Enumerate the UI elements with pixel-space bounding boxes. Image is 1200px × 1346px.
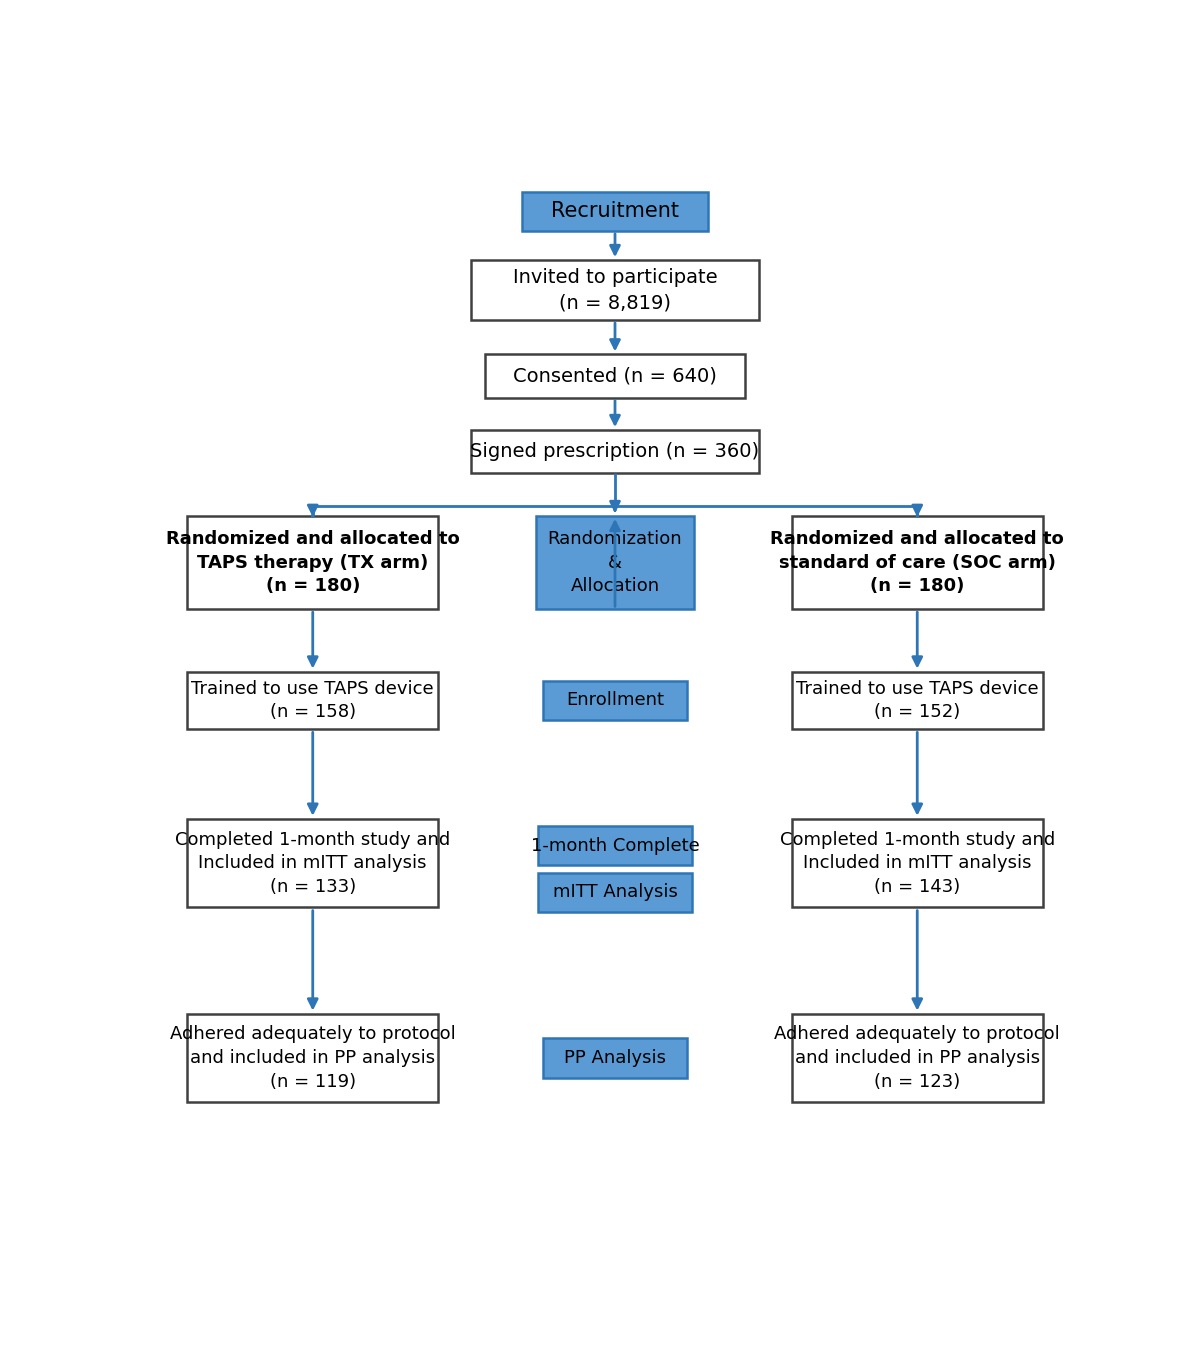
FancyBboxPatch shape xyxy=(792,516,1043,610)
Text: PP Analysis: PP Analysis xyxy=(564,1049,666,1067)
FancyBboxPatch shape xyxy=(187,672,438,730)
Text: Randomized and allocated to
TAPS therapy (TX arm)
(n = 180): Randomized and allocated to TAPS therapy… xyxy=(166,530,460,595)
Text: Adhered adequately to protocol
and included in PP analysis
(n = 119): Adhered adequately to protocol and inclu… xyxy=(170,1026,456,1090)
Text: Recruitment: Recruitment xyxy=(551,202,679,221)
Text: Invited to participate
(n = 8,819): Invited to participate (n = 8,819) xyxy=(512,268,718,312)
Text: mITT Analysis: mITT Analysis xyxy=(552,883,678,902)
FancyBboxPatch shape xyxy=(187,516,438,610)
Text: Trained to use TAPS device
(n = 152): Trained to use TAPS device (n = 152) xyxy=(796,680,1038,721)
FancyBboxPatch shape xyxy=(485,354,745,398)
FancyBboxPatch shape xyxy=(187,820,438,907)
FancyBboxPatch shape xyxy=(470,429,760,474)
FancyBboxPatch shape xyxy=(187,1014,438,1102)
Text: Completed 1-month study and
Included in mITT analysis
(n = 143): Completed 1-month study and Included in … xyxy=(780,830,1055,896)
Text: Completed 1-month study and
Included in mITT analysis
(n = 133): Completed 1-month study and Included in … xyxy=(175,830,450,896)
Text: Randomized and allocated to
standard of care (SOC arm)
(n = 180): Randomized and allocated to standard of … xyxy=(770,530,1064,595)
FancyBboxPatch shape xyxy=(792,672,1043,730)
FancyBboxPatch shape xyxy=(792,820,1043,907)
Text: Consented (n = 640): Consented (n = 640) xyxy=(514,366,716,385)
FancyBboxPatch shape xyxy=(539,826,691,865)
Text: Randomization
&
Allocation: Randomization & Allocation xyxy=(547,530,683,595)
Text: Adhered adequately to protocol
and included in PP analysis
(n = 123): Adhered adequately to protocol and inclu… xyxy=(774,1026,1060,1090)
Text: 1-month Complete: 1-month Complete xyxy=(530,837,700,855)
FancyBboxPatch shape xyxy=(792,1014,1043,1102)
FancyBboxPatch shape xyxy=(470,260,760,320)
Text: Enrollment: Enrollment xyxy=(566,692,664,709)
FancyBboxPatch shape xyxy=(542,681,688,720)
FancyBboxPatch shape xyxy=(522,191,708,232)
Text: Signed prescription (n = 360): Signed prescription (n = 360) xyxy=(470,443,760,462)
FancyBboxPatch shape xyxy=(539,872,691,911)
FancyBboxPatch shape xyxy=(536,516,694,610)
FancyBboxPatch shape xyxy=(542,1038,688,1078)
Text: Trained to use TAPS device
(n = 158): Trained to use TAPS device (n = 158) xyxy=(192,680,434,721)
